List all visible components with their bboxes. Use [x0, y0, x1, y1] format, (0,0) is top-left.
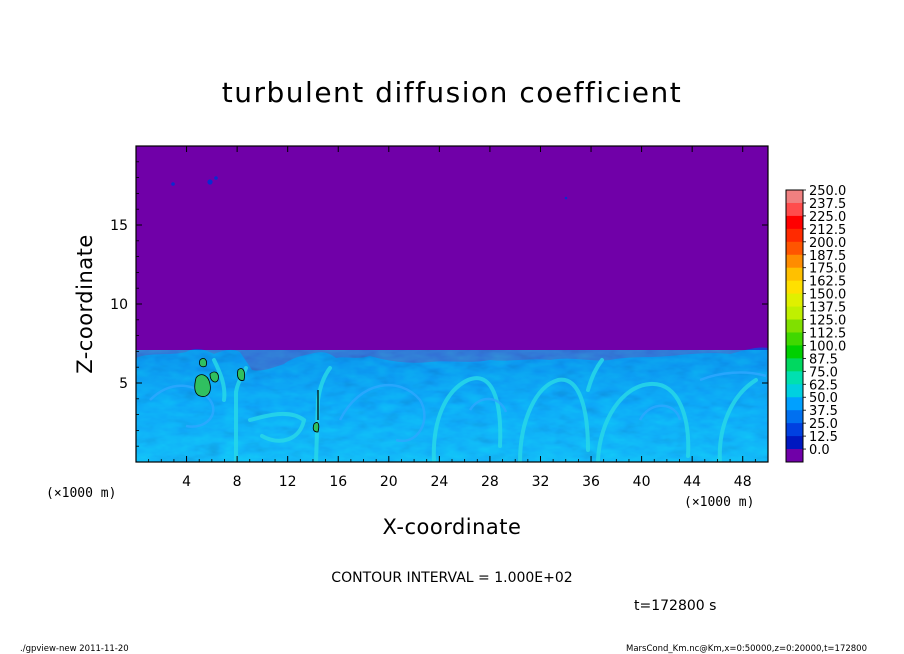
colorbar-swatch: [786, 293, 803, 307]
turbulent-layer: [136, 176, 768, 462]
x-axis: 4 8 12 16 20 24 28 32 36 40 44 48: [148, 146, 756, 490]
colorbar-label: 212.5: [809, 223, 846, 238]
colorbar-label: 87.5: [809, 352, 838, 367]
y-axis-title: Z-coordinate: [73, 234, 97, 374]
colorbar-label: 125.0: [809, 314, 846, 329]
colorbar-swatch: [786, 202, 803, 217]
colorbar-label: 137.5: [809, 301, 846, 316]
colorbar-label: 50.0: [809, 391, 838, 406]
x-tick-label: 40: [633, 474, 651, 490]
x-tick-label: 20: [380, 474, 398, 490]
colorbar-swatch: [786, 190, 803, 204]
y-tick-label: 5: [119, 376, 128, 392]
colorbar-label: 12.5: [809, 430, 838, 445]
footer-right: MarsCond_Km.nc@Km,x=0:50000,z=0:20000,t=…: [626, 644, 867, 654]
colorbar-swatch: [786, 371, 803, 385]
footer-left: ./gpview-new 2011-11-20: [20, 644, 129, 654]
y-tick-label: 10: [110, 297, 128, 313]
time-label: t=172800 s: [634, 598, 716, 614]
colorbar-swatch: [786, 215, 803, 230]
x-tick-label: 28: [481, 474, 499, 490]
x-axis-title: X-coordinate: [383, 515, 522, 539]
colorbar-label: 25.0: [809, 417, 838, 432]
contour-interval-label: CONTOUR INTERVAL = 1.000E+02: [331, 570, 572, 586]
colorbar-swatch: [786, 267, 803, 282]
x-tick-label: 32: [532, 474, 550, 490]
colorbar-swatch: [786, 241, 803, 256]
colorbar-label: 112.5: [809, 326, 846, 341]
colorbar-label: 162.5: [809, 275, 846, 290]
colorbar-label: 187.5: [809, 249, 846, 264]
colorbar-swatch: [786, 345, 803, 359]
colorbar-swatch: [786, 254, 803, 269]
x-tick-label: 16: [329, 474, 347, 490]
colorbar-label: 62.5: [809, 378, 838, 393]
colorbar-label: 75.0: [809, 365, 838, 380]
x-tick-label: 48: [734, 474, 752, 490]
x-tick-label: 12: [279, 474, 297, 490]
colorbar-swatch: [786, 410, 803, 424]
colorbar-label: 225.0: [809, 210, 846, 225]
colorbar-swatch: [786, 228, 803, 243]
colorbar-label: 0.0: [809, 443, 830, 458]
y-unit-label: (×1000 m): [46, 486, 116, 501]
colorbar-swatch: [786, 397, 803, 411]
colorbar-swatch: [786, 436, 803, 450]
chart-title: turbulent diffusion coefficient: [222, 76, 682, 109]
colorbar-label: 250.0: [809, 184, 846, 199]
colorbar-swatch: [786, 423, 803, 437]
colorbar-swatch: [786, 306, 803, 320]
x-tick-label: 8: [233, 474, 242, 490]
colorbar-label: 200.0: [809, 236, 846, 251]
colorbar-swatch: [786, 280, 803, 295]
colorbar-label: 37.5: [809, 404, 838, 419]
x-tick-label: 44: [683, 474, 701, 490]
colorbar-swatch: [786, 384, 803, 398]
y-tick-label: 15: [110, 218, 128, 234]
y-axis: 5 10 15: [110, 161, 768, 447]
colorbar-swatch: [786, 319, 803, 333]
colorbar-label: 150.0: [809, 288, 846, 303]
colorbar-swatch: [786, 449, 803, 463]
colorbar-swatch: [786, 358, 803, 372]
colorbar-label: 237.5: [809, 197, 846, 212]
x-unit-label: (×1000 m): [684, 495, 754, 510]
colorbar-swatch: [786, 332, 803, 346]
x-tick-label: 24: [430, 474, 448, 490]
colorbar-label: 175.0: [809, 262, 846, 277]
x-tick-label: 4: [182, 474, 191, 490]
colorbar: 250.0237.5225.0212.5200.0187.5175.0162.5…: [785, 184, 846, 463]
contour-region: [194, 358, 320, 433]
colorbar-label: 100.0: [809, 339, 846, 354]
x-tick-label: 36: [582, 474, 600, 490]
